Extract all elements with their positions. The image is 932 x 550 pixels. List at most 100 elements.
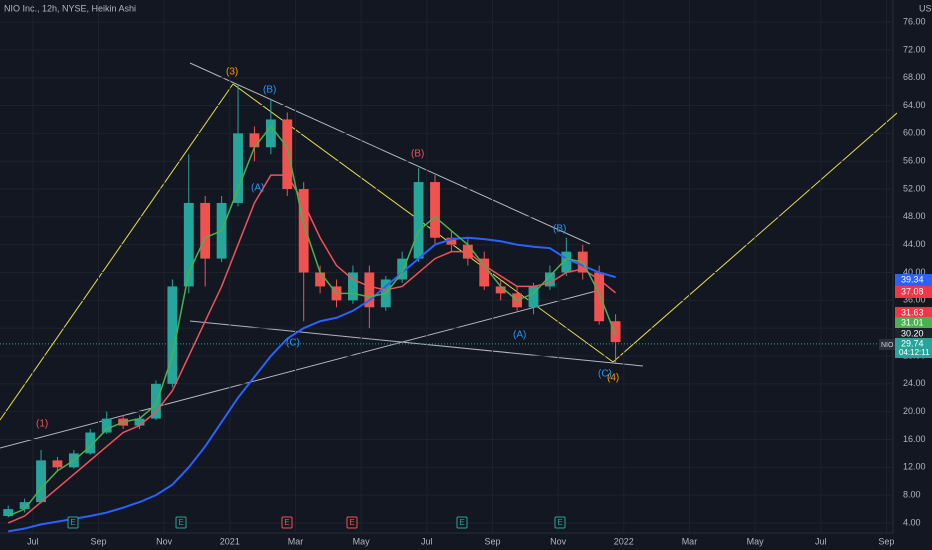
countdown: 04:12:11	[899, 348, 930, 357]
price-tag-label: 31.63	[901, 307, 924, 317]
earnings-marker	[175, 516, 187, 529]
earnings-label: E	[557, 518, 562, 527]
candle-body	[101, 418, 112, 433]
y-tick-label: 48.00	[903, 211, 926, 221]
x-tick-label: Sep	[484, 536, 500, 546]
y-tick-label: 12.00	[903, 462, 926, 472]
candle-body	[594, 272, 605, 322]
x-tick-label: 2022	[614, 536, 634, 546]
x-tick-label: 2021	[220, 536, 240, 546]
price-tag-label: 30.20	[901, 328, 924, 338]
x-tick-label: Jul	[815, 536, 827, 546]
candle-body	[52, 460, 63, 468]
symbol-tag: NIO	[881, 342, 894, 349]
candle-body	[282, 119, 293, 190]
candle-body	[183, 202, 194, 287]
candle-body	[348, 272, 358, 301]
x-tick-label: Sep	[90, 536, 106, 546]
wave-label: (C)	[598, 369, 612, 380]
y-tick-label: 52.00	[903, 183, 926, 193]
candle-body	[19, 502, 30, 510]
x-tick-label: Sep	[878, 536, 894, 546]
y-tick-label: 56.00	[903, 156, 926, 166]
y-tick-label: 76.00	[903, 16, 926, 26]
y-tick-label: 8.00	[903, 490, 921, 500]
chart-title: NIO Inc., 12h, NYSE, Heikin Ashi	[4, 3, 136, 13]
candle-body	[298, 189, 309, 273]
candle-body	[315, 272, 326, 287]
candle-body	[561, 251, 572, 273]
x-tick-label: Nov	[156, 536, 173, 546]
y-tick-label: 36.00	[903, 295, 926, 305]
wave-label: (A)	[513, 330, 526, 341]
x-tick-label: May	[353, 536, 371, 546]
y-tick-label: 16.00	[903, 434, 926, 444]
x-tick-label: Jul	[27, 536, 39, 546]
earnings-marker	[456, 516, 468, 529]
price-tag	[895, 317, 932, 329]
price-tag	[895, 286, 932, 298]
wave-label: (1)	[36, 419, 48, 430]
candle-body	[167, 286, 178, 384]
candle-body	[544, 272, 555, 287]
symbol-tag-bg	[879, 339, 895, 350]
y-tick-label: 24.00	[903, 378, 926, 388]
candle-body	[36, 460, 46, 503]
price-tag-label: 39.34	[901, 274, 924, 284]
wave-label: (B)	[263, 85, 276, 96]
earnings-label: E	[349, 518, 354, 527]
earnings-marker	[281, 516, 293, 529]
y-tick-label: 44.00	[903, 239, 926, 249]
candle-body	[364, 272, 375, 308]
price-tag	[895, 307, 932, 319]
earnings-marker	[346, 516, 358, 529]
y-tick-label: 40.00	[903, 267, 926, 277]
price-tag-label: 37.08	[901, 286, 924, 296]
candle-body	[528, 286, 539, 308]
y-tick-label: 60.00	[903, 128, 926, 138]
earnings-label: E	[459, 518, 464, 527]
candle-body	[151, 383, 161, 419]
moving-average	[7, 125, 617, 517]
wave-label: (A)	[251, 183, 264, 194]
y-tick-label: 64.00	[903, 100, 926, 110]
candle-body	[200, 202, 211, 259]
candle-body	[397, 258, 408, 280]
earnings-label: E	[284, 518, 289, 527]
wave-label: (3)	[226, 67, 238, 78]
y-tick-label: 20.00	[903, 406, 926, 416]
countdown-bg	[895, 347, 932, 358]
trend-line	[0, 289, 601, 449]
y-tick-label: 68.00	[903, 72, 926, 82]
moving-average	[8, 236, 616, 533]
trend-line	[0, 83, 234, 421]
candle-body	[3, 509, 14, 517]
x-tick-label: Mar	[682, 536, 698, 546]
earnings-marker	[67, 516, 79, 529]
x-tick-label: Jul	[421, 536, 433, 546]
earnings-label: E	[178, 518, 183, 527]
x-tick-label: Mar	[288, 536, 304, 546]
candle-body	[233, 133, 243, 203]
price-tag	[895, 328, 932, 340]
candle-body	[413, 182, 424, 259]
wave-label: (B)	[411, 149, 424, 160]
candle-body	[249, 133, 260, 148]
price-tag-label: 31.01	[901, 317, 924, 327]
candle-body	[495, 286, 506, 294]
plot	[0, 0, 893, 533]
x-tick-label: Nov	[550, 536, 567, 546]
candle-body	[610, 321, 621, 343]
candle-body	[446, 237, 457, 245]
y-tick-label: 4.00	[903, 517, 921, 527]
candle-body	[265, 119, 276, 148]
wave-label: (B)	[553, 224, 566, 235]
currency: USD	[919, 3, 932, 13]
candle-body	[479, 258, 490, 287]
wave-label: (C)	[286, 338, 300, 349]
candle-body	[134, 418, 145, 426]
trend-line	[189, 62, 591, 245]
candle-body	[85, 432, 96, 454]
